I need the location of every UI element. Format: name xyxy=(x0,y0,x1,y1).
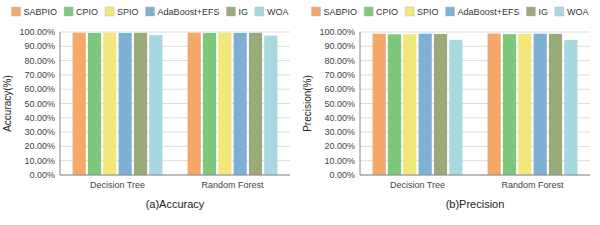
x-tick-label: Decision Tree xyxy=(390,180,445,190)
legend-label: AdaBoost+EFS xyxy=(458,7,520,17)
y-tick-label: 80.00% xyxy=(24,56,55,66)
bar xyxy=(434,34,447,175)
bar xyxy=(534,34,547,175)
y-tick-label: 10.00% xyxy=(324,156,355,166)
y-tick-label: 100.00% xyxy=(19,27,55,37)
legend-swatch xyxy=(312,7,321,16)
legend-label: SPIO xyxy=(117,7,139,17)
legend-swatch xyxy=(12,7,21,16)
grid-line xyxy=(360,32,590,33)
grid-line xyxy=(60,32,290,33)
x-axis-line xyxy=(360,175,590,176)
y-tick-label: 30.00% xyxy=(324,127,355,137)
y-tick-label: 20.00% xyxy=(324,141,355,151)
y-tick-label: 50.00% xyxy=(24,99,55,109)
legend-label: SABPIO xyxy=(324,7,358,17)
bar xyxy=(203,33,216,175)
bar xyxy=(503,34,516,175)
y-axis-line xyxy=(360,32,361,175)
grid-line xyxy=(360,175,590,176)
bar xyxy=(218,33,231,175)
legend-swatch xyxy=(364,7,373,16)
legend-swatch xyxy=(105,7,114,16)
bar xyxy=(88,33,101,175)
legend: SABPIO CPIO SPIO AdaBoost+EFS IG WOA xyxy=(312,7,589,17)
x-axis-label: (b)Precision xyxy=(446,198,505,210)
bar xyxy=(564,40,577,175)
y-tick-label: 90.00% xyxy=(24,41,55,51)
x-tick-label: Random Forest xyxy=(501,180,564,190)
legend-swatch xyxy=(555,7,564,16)
bar xyxy=(188,33,201,175)
legend-swatch xyxy=(146,7,155,16)
bar xyxy=(103,33,116,175)
bar xyxy=(488,34,501,175)
y-tick-label: 80.00% xyxy=(324,56,355,66)
x-tick-label: Random Forest xyxy=(201,180,264,190)
y-tick-label: 10.00% xyxy=(24,156,55,166)
bar xyxy=(403,34,416,175)
x-axis-line xyxy=(60,175,290,176)
y-tick-label: 70.00% xyxy=(324,70,355,80)
y-tick-label: 40.00% xyxy=(24,113,55,123)
bar xyxy=(149,35,162,175)
legend-swatch xyxy=(226,7,235,16)
x-axis-label: (a)Accuracy xyxy=(146,198,205,210)
bar xyxy=(449,40,462,175)
y-tick-label: 30.00% xyxy=(24,127,55,137)
legend-swatch xyxy=(255,7,264,16)
legend-swatch xyxy=(526,7,535,16)
bar xyxy=(419,34,432,175)
y-tick-label: 60.00% xyxy=(24,84,55,94)
bar xyxy=(119,33,132,175)
chart-canvas: 0.00% 10.00% 20.00% 30.00% 40.00% 50.00% 60.00… xyxy=(0,0,600,225)
y-axis-label: Accuracy(%) xyxy=(2,75,13,132)
legend-swatch xyxy=(446,7,455,16)
y-tick-label: 0.00% xyxy=(329,170,355,180)
y-tick-label: 90.00% xyxy=(324,41,355,51)
bar xyxy=(518,34,531,175)
legend-label: CPIO xyxy=(376,7,398,17)
bars xyxy=(73,33,278,175)
legend-label: AdaBoost+EFS xyxy=(158,7,220,17)
bar xyxy=(249,33,262,175)
y-axis-label: Precision(%) xyxy=(302,75,313,132)
bar xyxy=(549,34,562,175)
legend-label: SPIO xyxy=(417,7,439,17)
bars xyxy=(373,34,578,175)
x-tick-label: Decision Tree xyxy=(90,180,145,190)
legend-swatch xyxy=(405,7,414,16)
y-tick-label: 50.00% xyxy=(324,99,355,109)
panel: 0.00% 10.00% 20.00% 30.00% 40.00% 50.00% 60.00… xyxy=(302,7,590,210)
y-tick-label: 40.00% xyxy=(324,113,355,123)
bar xyxy=(73,33,86,175)
legend-label: WOA xyxy=(567,7,589,17)
bar xyxy=(388,34,401,175)
legend-label: SABPIO xyxy=(24,7,58,17)
panel: 0.00% 10.00% 20.00% 30.00% 40.00% 50.00% 60.00… xyxy=(2,7,290,210)
bar xyxy=(373,34,386,175)
y-tick-label: 0.00% xyxy=(29,170,55,180)
legend-label: CPIO xyxy=(76,7,98,17)
y-tick-label: 20.00% xyxy=(24,141,55,151)
legend-label: WOA xyxy=(267,7,289,17)
bar xyxy=(264,36,277,175)
legend-label: IG xyxy=(238,7,248,17)
legend: SABPIO CPIO SPIO AdaBoost+EFS IG WOA xyxy=(12,7,289,17)
grid-line xyxy=(60,175,290,176)
y-tick-label: 100.00% xyxy=(319,27,355,37)
bar xyxy=(234,33,247,175)
legend-swatch xyxy=(64,7,73,16)
y-tick-label: 60.00% xyxy=(324,84,355,94)
legend-label: IG xyxy=(538,7,548,17)
y-axis-line xyxy=(60,32,61,175)
y-tick-label: 70.00% xyxy=(24,70,55,80)
bar xyxy=(134,33,147,175)
